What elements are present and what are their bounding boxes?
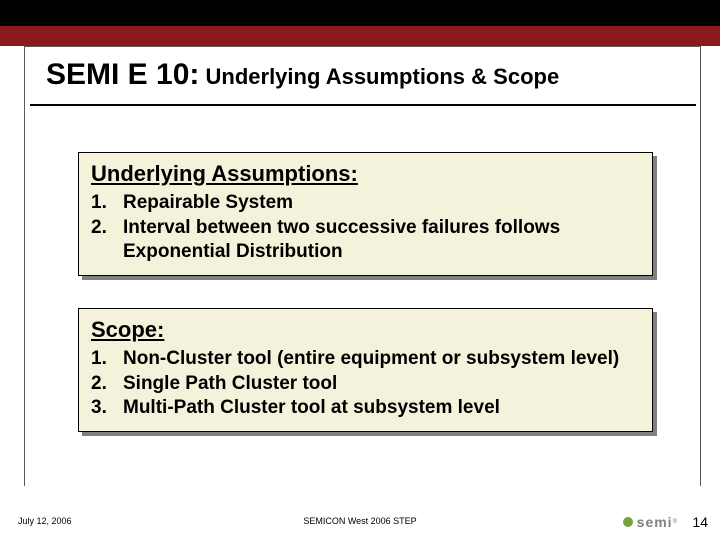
box-content: Scope: 1.Non-Cluster tool (entire equipm… (78, 308, 653, 432)
scope-box: Scope: 1.Non-Cluster tool (entire equipm… (78, 308, 653, 432)
top-red-bar (0, 26, 720, 46)
scope-list: 1.Non-Cluster tool (entire equipment or … (91, 347, 640, 421)
list-item-text: Interval between two successive failures… (117, 216, 640, 265)
title-underline (30, 104, 696, 106)
list-item: 2.Single Path Cluster tool (91, 372, 640, 397)
list-item-number: 3. (91, 396, 117, 421)
frame-top (24, 46, 700, 47)
list-item-text: Single Path Cluster tool (117, 372, 640, 397)
list-item-text: Repairable System (117, 191, 640, 216)
list-item-number: 2. (91, 372, 117, 397)
list-item-number: 2. (91, 216, 117, 265)
footer-page-number: 14 (692, 514, 708, 530)
slide: SEMI E 10: Underlying Assumptions & Scop… (0, 0, 720, 540)
footer-center: SEMICON West 2006 STEP (0, 516, 720, 526)
title-main: SEMI E 10: (46, 58, 199, 91)
list-item: 3.Multi-Path Cluster tool at subsystem l… (91, 396, 640, 421)
scope-heading: Scope: (91, 317, 640, 343)
list-item-number: 1. (91, 191, 117, 216)
semi-logo: semi® (623, 514, 678, 530)
list-item-text: Non-Cluster tool (entire equipment or su… (117, 347, 640, 372)
assumptions-heading: Underlying Assumptions: (91, 161, 640, 187)
logo-tm: ® (673, 519, 678, 525)
assumptions-list: 1.Repairable System2.Interval between tw… (91, 191, 640, 265)
logo-dot-icon (623, 517, 633, 527)
frame-right (700, 46, 701, 486)
box-content: Underlying Assumptions: 1.Repairable Sys… (78, 152, 653, 276)
list-item-text: Multi-Path Cluster tool at subsystem lev… (117, 396, 640, 421)
frame-left (24, 46, 25, 486)
top-black-bar (0, 0, 720, 26)
list-item: 1.Repairable System (91, 191, 640, 216)
assumptions-box: Underlying Assumptions: 1.Repairable Sys… (78, 152, 653, 276)
list-item: 1.Non-Cluster tool (entire equipment or … (91, 347, 640, 372)
list-item: 2.Interval between two successive failur… (91, 216, 640, 265)
list-item-number: 1. (91, 347, 117, 372)
logo-text: semi (637, 514, 673, 530)
slide-title: SEMI E 10: Underlying Assumptions & Scop… (40, 52, 692, 102)
title-sub: Underlying Assumptions & Scope (199, 64, 559, 89)
